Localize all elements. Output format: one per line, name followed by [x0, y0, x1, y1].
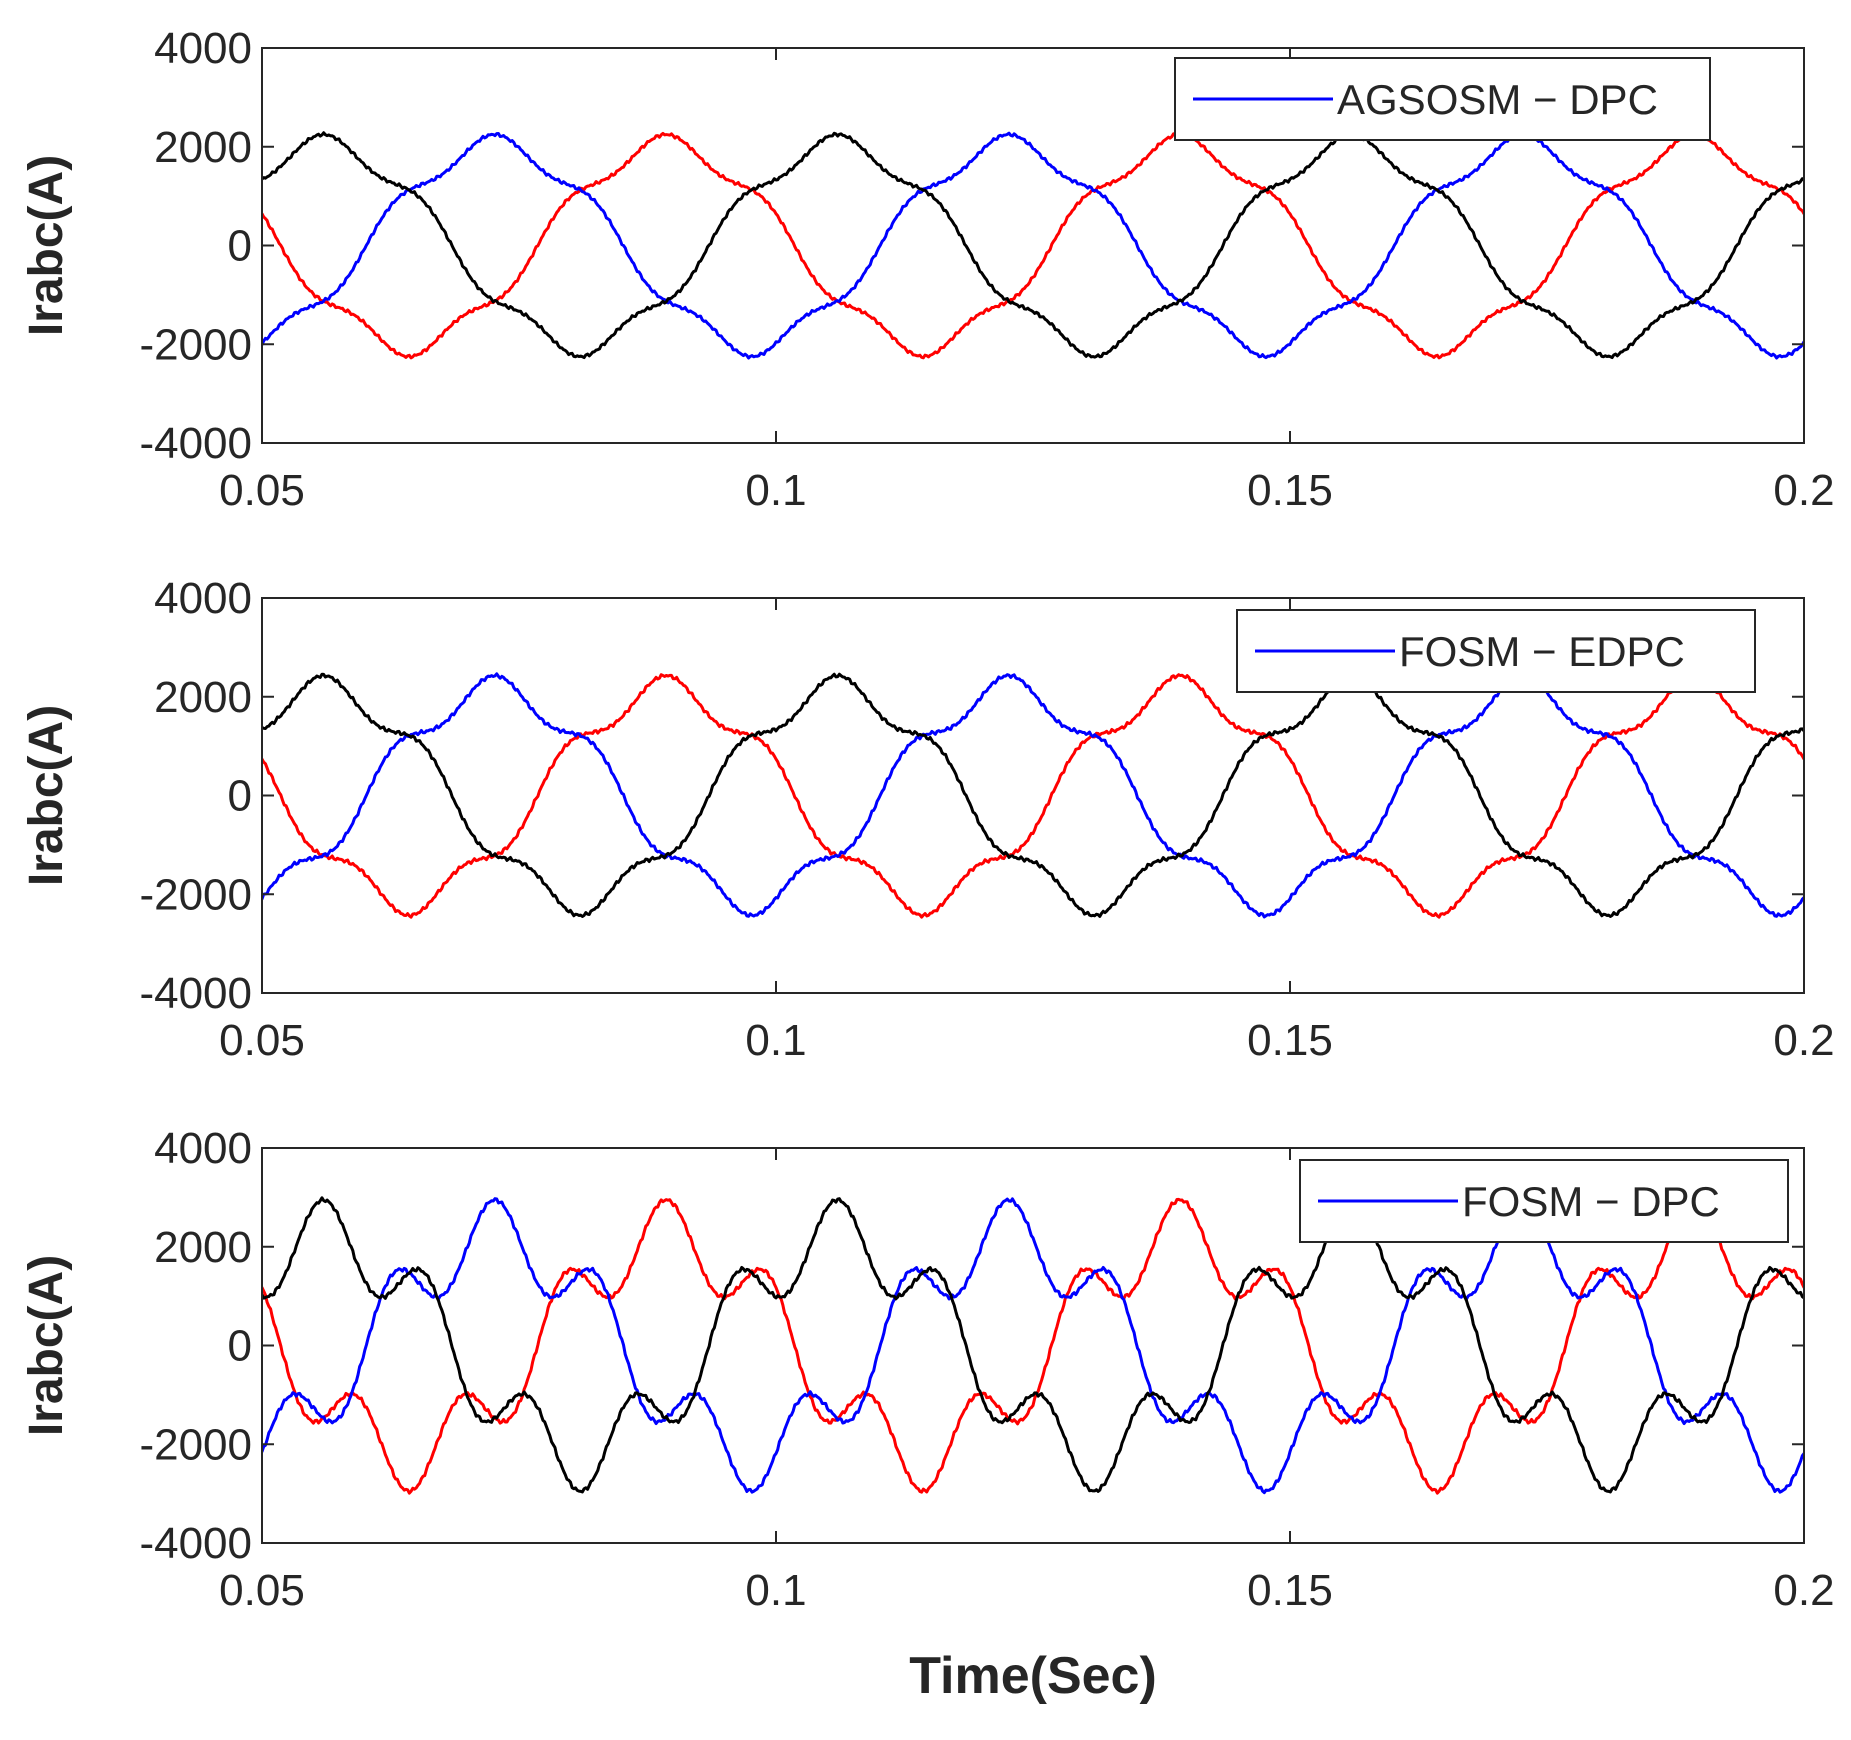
y-tick-label: 4000	[154, 24, 252, 73]
x-tick-label: 0.1	[745, 466, 806, 515]
legend-label: FOSM − EDPC	[1399, 628, 1685, 675]
legend-label: AGSOSM − DPC	[1337, 76, 1658, 123]
y-tick-label: 0	[228, 222, 252, 271]
x-tick-label: 0.05	[219, 1566, 305, 1615]
series-line-phase-c	[262, 672, 1804, 918]
legend: FOSM − DPC	[1299, 1159, 1789, 1243]
x-tick-label: 0.2	[1773, 1566, 1834, 1615]
y-tick-label: -2000	[139, 1420, 252, 1469]
x-tick-label: 0.1	[745, 1566, 806, 1615]
x-tick-label: 0.05	[219, 466, 305, 515]
y-axis-label: Irabc(A)	[20, 155, 73, 336]
series-line-phase-a	[262, 1197, 1804, 1495]
x-axis-label: Time(Sec)	[909, 1647, 1157, 1705]
y-tick-label: 2000	[154, 123, 252, 172]
y-tick-label: -2000	[139, 320, 252, 369]
y-tick-label: 4000	[154, 1124, 252, 1173]
series-line-phase-b	[262, 131, 1804, 360]
legend-label: FOSM − DPC	[1462, 1178, 1720, 1225]
y-tick-label: 2000	[154, 673, 252, 722]
y-tick-label: 4000	[154, 574, 252, 623]
x-tick-label: 0.15	[1247, 1566, 1333, 1615]
legend: AGSOSM − DPC	[1174, 57, 1711, 141]
series-line-phase-a	[262, 131, 1804, 360]
series-line-phase-c	[262, 1196, 1804, 1494]
x-tick-label: 0.2	[1773, 1016, 1834, 1065]
y-tick-label: -4000	[139, 419, 252, 468]
y-tick-label: -4000	[139, 1519, 252, 1568]
y-axis-label: Irabc(A)	[20, 1255, 73, 1436]
y-tick-label: -4000	[139, 969, 252, 1018]
y-tick-label: 0	[228, 772, 252, 821]
x-tick-label: 0.05	[219, 1016, 305, 1065]
series-group	[262, 131, 1804, 360]
series-line-phase-c	[262, 131, 1804, 360]
x-tick-label: 0.1	[745, 1016, 806, 1065]
x-tick-label: 0.2	[1773, 466, 1834, 515]
y-tick-label: -2000	[139, 870, 252, 919]
y-tick-label: 2000	[154, 1223, 252, 1272]
series-line-phase-a	[262, 673, 1804, 919]
x-tick-label: 0.15	[1247, 466, 1333, 515]
y-tick-label: 0	[228, 1322, 252, 1371]
x-tick-label: 0.15	[1247, 1016, 1333, 1065]
legend: FOSM − EDPC	[1236, 609, 1756, 693]
y-axis-label: Irabc(A)	[20, 705, 73, 886]
